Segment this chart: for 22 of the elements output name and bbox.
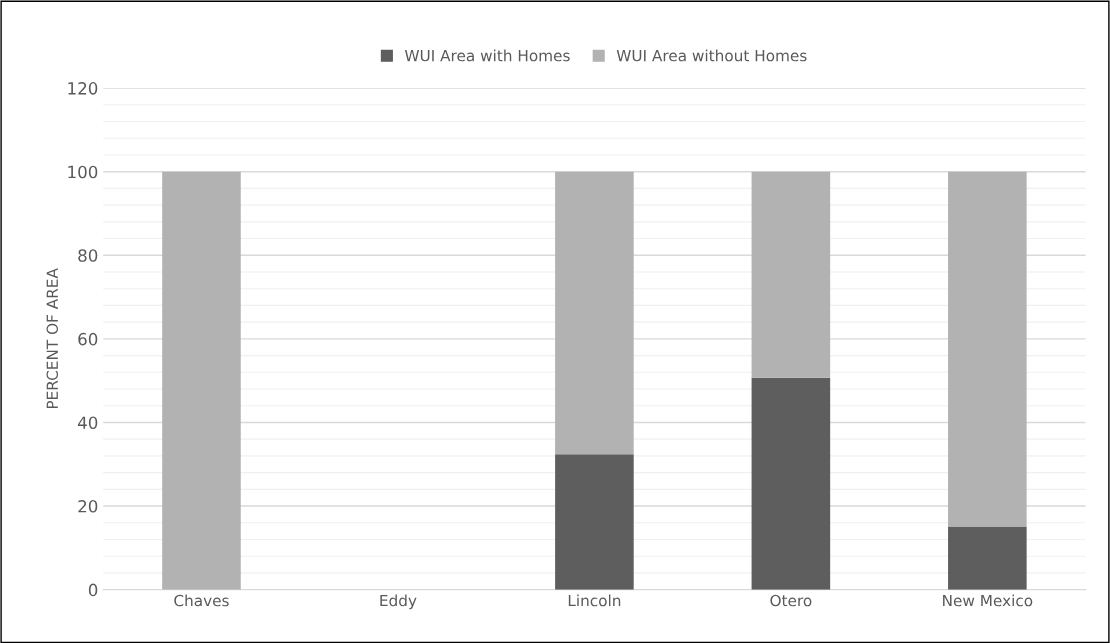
bar — [948, 171, 1027, 527]
y-tick-label: 60 — [78, 332, 98, 346]
y-tick-label: 20 — [78, 500, 98, 513]
legend-label: WUI Area with Homes — [404, 49, 570, 62]
x-tick-label: Chaves — [174, 594, 229, 607]
x-tick-label: Otero — [770, 594, 812, 607]
bar — [751, 171, 831, 378]
y-tick-label: 0 — [88, 583, 98, 597]
y-tick-label: 40 — [77, 416, 98, 430]
y-tick-label: 100 — [68, 165, 98, 179]
y-tick-label: 80 — [78, 249, 98, 262]
legend-label: WUI Area without Homes — [616, 49, 807, 62]
x-tick-label: Lincoln — [568, 594, 621, 607]
bar — [751, 377, 831, 590]
y-axis-title: PERCENT OF AREA — [46, 268, 59, 409]
bar — [555, 454, 634, 590]
y-tick-label: 120 — [68, 82, 98, 95]
bar — [555, 171, 634, 455]
x-tick-label: New Mexico — [943, 594, 1033, 607]
bar — [948, 526, 1027, 590]
bar — [162, 171, 241, 590]
x-tick-label: Eddy — [380, 594, 417, 610]
